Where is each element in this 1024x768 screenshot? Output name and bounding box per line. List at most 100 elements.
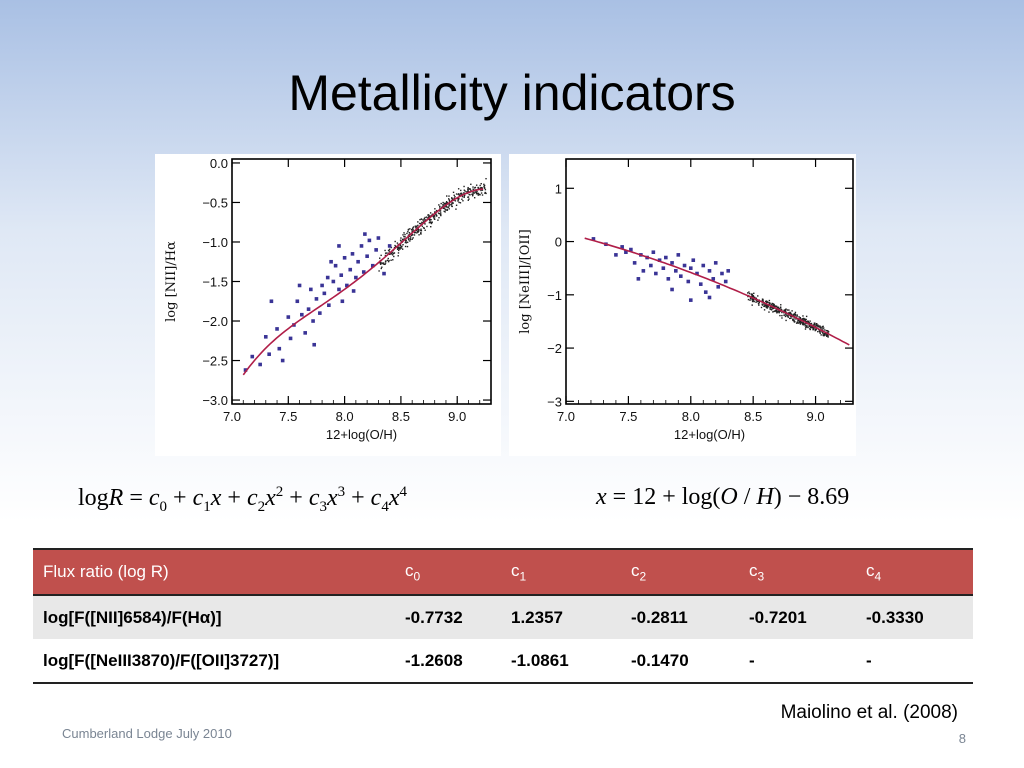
dense-point (774, 310, 776, 312)
dense-point (443, 210, 445, 213)
dense-point (439, 210, 441, 212)
dense-point (432, 215, 434, 218)
dense-point (760, 306, 763, 309)
dense-point (467, 188, 469, 190)
dense-point (380, 262, 382, 265)
dense-point (757, 295, 759, 297)
dense-point (417, 231, 419, 233)
dense-point (415, 225, 418, 227)
dense-point (474, 187, 476, 189)
dense-point (448, 205, 450, 207)
dense-point (428, 215, 430, 217)
dense-point (417, 230, 420, 232)
dense-point (407, 238, 410, 240)
dense-point (418, 222, 421, 225)
dense-point (479, 187, 481, 189)
coef-cell: -0.7201 (739, 595, 856, 639)
dense-point (799, 317, 801, 319)
dense-point (400, 245, 403, 248)
dense-point (481, 189, 484, 191)
x-tick-label: 9.0 (448, 409, 466, 424)
dense-point (420, 218, 423, 220)
data-point (370, 263, 375, 268)
data-point (312, 342, 317, 347)
data-point (327, 303, 331, 308)
dense-point (381, 262, 383, 264)
coef-cell: -0.7732 (395, 595, 501, 639)
dense-point (412, 226, 415, 228)
data-point (713, 261, 718, 265)
dense-point (804, 325, 806, 327)
dense-point (793, 319, 795, 321)
dense-point (778, 312, 780, 314)
y-tick-label: −3.0 (202, 393, 228, 408)
dense-point (783, 314, 785, 316)
dense-point (446, 202, 448, 204)
dense-point (755, 301, 757, 303)
dense-point (787, 316, 789, 318)
dense-point (808, 324, 810, 327)
dense-point (753, 296, 756, 298)
dense-point (403, 238, 405, 240)
dense-point (771, 306, 774, 309)
dense-point (781, 317, 783, 319)
dense-point (758, 300, 760, 303)
dense-point (448, 208, 450, 210)
coef-cell: - (856, 639, 973, 684)
y-tick-label: −2 (547, 341, 562, 356)
dense-point (784, 309, 787, 311)
dense-point (790, 317, 792, 319)
dense-point (463, 189, 466, 191)
dense-point (806, 325, 808, 327)
dense-point (827, 336, 829, 338)
y-tick-label: −1 (547, 288, 562, 303)
dense-point (761, 303, 763, 305)
dense-point (473, 197, 476, 199)
dense-point (429, 215, 431, 217)
data-point (688, 266, 693, 270)
data-point (691, 258, 696, 262)
x-tick-label: 8.5 (392, 409, 410, 424)
dense-point (382, 262, 384, 265)
dense-point (766, 307, 769, 309)
page-number: 8 (958, 731, 966, 746)
data-point (636, 277, 641, 281)
dense-point (412, 237, 414, 239)
dense-point (786, 315, 788, 317)
dense-point (406, 232, 408, 235)
dense-point (792, 318, 794, 320)
dense-point (773, 310, 775, 313)
dense-point (813, 327, 815, 329)
data-point (382, 271, 386, 276)
dense-point (457, 197, 460, 200)
dense-point (780, 308, 782, 311)
dense-point (822, 327, 824, 329)
dense-point (426, 225, 428, 228)
data-point (258, 362, 262, 367)
dense-point (787, 315, 789, 318)
dense-point (466, 191, 468, 193)
dense-point (384, 254, 387, 257)
dense-point (814, 323, 816, 326)
dense-point (427, 214, 429, 216)
data-point (703, 290, 708, 294)
dense-point (472, 186, 474, 188)
dense-point (439, 205, 441, 208)
dense-point (805, 315, 808, 318)
data-point (337, 244, 341, 248)
dense-point (788, 309, 790, 311)
dense-point (437, 212, 440, 214)
dense-point (420, 228, 422, 230)
dense-point (469, 188, 471, 190)
dense-point (805, 321, 807, 323)
dense-point (775, 309, 777, 311)
dense-point (751, 293, 753, 296)
data-point (666, 277, 671, 281)
plot-frame (231, 158, 492, 405)
y-tick-label: −0.5 (202, 195, 228, 210)
dense-point (823, 333, 826, 335)
dense-point (438, 217, 440, 219)
data-point (325, 275, 330, 280)
dense-point (825, 329, 828, 332)
data-point (361, 270, 366, 274)
